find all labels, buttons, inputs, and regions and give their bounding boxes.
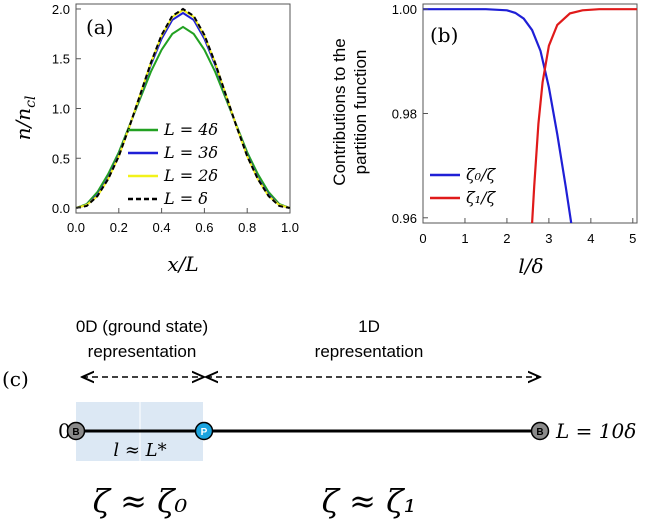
bead-b-start: B xyxy=(66,421,86,441)
end-length-label: L = 10δ xyxy=(555,419,636,443)
panel-a-y-tick-label: 0.0 xyxy=(52,201,70,216)
panel-b-legend: ζ₀/ζ ζ₁/ζ xyxy=(430,165,496,207)
panel-b-series-line-2 xyxy=(531,8,637,223)
zero-d-label-line2: representation xyxy=(88,342,197,361)
panel-b-x-axis-label: l/δ xyxy=(518,254,543,278)
panel-a-legend: L = 4δ L = 3δ L = 2δ L = δ xyxy=(128,120,218,208)
panel-a-x-axis-label: x/L xyxy=(167,252,198,276)
one-d-label-line2: representation xyxy=(315,342,424,361)
zero-label: 0 xyxy=(58,419,71,443)
bead-b-end-letter: B xyxy=(536,427,543,438)
panel-b-x-tick-label: 3 xyxy=(545,231,552,246)
panel-b-x-tick-label: 2 xyxy=(503,231,510,246)
panel-b-x-tick-label: 0 xyxy=(419,231,426,246)
panel-a-y-tick-label: 2.0 xyxy=(52,2,70,17)
panel-a-y-tick-label: 1.0 xyxy=(52,102,70,117)
panel-a-x-tick-label: 0.2 xyxy=(110,220,128,235)
panel-b: 0 1 2 3 4 5 1.00 0.98 0.96 (b) Contributions to… xyxy=(330,2,638,278)
panel-b-y-tick-label: 1.00 xyxy=(392,2,417,17)
panel-a-legend-label: L = 4δ xyxy=(163,120,218,139)
panel-a-x-tick-label: 0.0 xyxy=(67,220,85,235)
panel-b-y-tick-label: 0.96 xyxy=(392,211,417,226)
panel-b-x-tick-label: 5 xyxy=(629,231,636,246)
panel-a: 0.0 0.2 0.4 0.6 0.8 1.0 0.0 0.5 1.0 1.5 2.0 (a) n… xyxy=(11,2,299,276)
panel-c-tag: (c) xyxy=(2,367,29,391)
one-d-label-line1: 1D xyxy=(358,317,380,336)
panel-b-legend-label: ζ₀/ζ xyxy=(466,165,496,184)
panel-a-y-ticks: 0.0 0.5 1.0 1.5 2.0 xyxy=(52,2,81,216)
panel-b-x-tick-label: 4 xyxy=(587,231,594,246)
panel-b-tag: (b) xyxy=(430,23,458,47)
panel-b-legend-label: ζ₁/ζ xyxy=(466,188,496,207)
bead-b-start-letter: B xyxy=(72,427,79,438)
bead-b-end: B xyxy=(530,421,550,441)
panel-b-x-ticks: 0 1 2 3 4 5 xyxy=(419,218,636,246)
panel-b-curves xyxy=(423,8,637,223)
panel-a-x-tick-label: 0.6 xyxy=(195,220,213,235)
zeta-one-d: ζ ≈ ζ₁ xyxy=(322,482,417,520)
region-length-label: l ≈ L* xyxy=(113,440,166,461)
panel-b-y-ticks: 1.00 0.98 0.96 xyxy=(392,2,428,226)
panel-c: (c) 0D (ground state) representation 1D … xyxy=(2,317,636,520)
panel-a-x-tick-label: 0.4 xyxy=(153,220,171,235)
panel-a-legend-label: L = δ xyxy=(163,189,208,208)
panel-b-y-axis-label-line1: Contributions to the xyxy=(330,38,349,185)
panel-b-series-line-1 xyxy=(423,8,573,223)
panel-a-legend-label: L = 2δ xyxy=(163,166,218,185)
panel-a-y-axis-label: n/ncl xyxy=(11,96,39,141)
panel-a-tag: (a) xyxy=(86,15,114,39)
panel-a-series-line-1 xyxy=(75,25,291,209)
panel-a-series-line-4 xyxy=(75,7,291,209)
panel-b-y-axis-label-line2: partition function xyxy=(351,50,370,175)
panel-a-y-tick-label: 0.5 xyxy=(52,151,70,166)
zero-d-label-line1: 0D (ground state) xyxy=(76,317,208,336)
panel-a-y-tick-label: 1.5 xyxy=(52,52,70,67)
panel-a-x-tick-label: 1.0 xyxy=(281,220,299,235)
panel-a-x-ticks: 0.0 0.2 0.4 0.6 0.8 1.0 xyxy=(67,208,299,235)
bead-p: P xyxy=(194,421,214,441)
panel-b-x-tick-label: 1 xyxy=(461,231,468,246)
bead-p-letter: P xyxy=(201,427,208,438)
panel-a-frame xyxy=(75,3,291,214)
zeta-ground-state: ζ ≈ ζ₀ xyxy=(93,482,188,520)
panel-a-curves xyxy=(75,7,291,209)
panel-b-y-tick-label: 0.98 xyxy=(392,107,417,122)
panel-a-legend-label: L = 3δ xyxy=(163,143,218,162)
panel-a-x-tick-label: 0.8 xyxy=(238,220,256,235)
